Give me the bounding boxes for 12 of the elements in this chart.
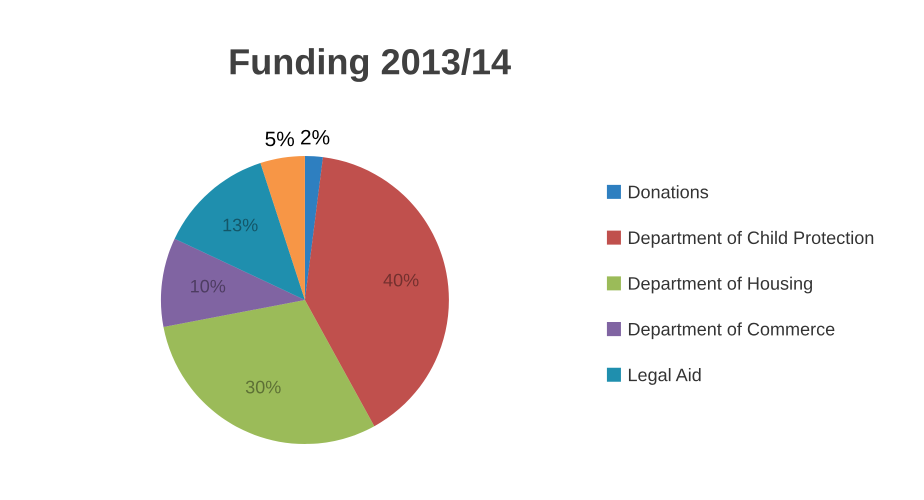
legend-label: Legal Aid — [628, 368, 701, 385]
data-label: 13% — [223, 218, 258, 232]
legend-label: Department of Child Protection — [628, 230, 874, 248]
data-label: 30% — [246, 380, 281, 394]
data-label: 5% — [265, 132, 294, 146]
chart-title: Funding 2013/14 — [230, 48, 511, 82]
legend-label: Department of Commerce — [628, 322, 834, 340]
data-label: 40% — [383, 274, 419, 286]
legend-label: Donations — [628, 185, 708, 198]
data-label: 2% — [301, 130, 330, 145]
legend-label: Department of Housing — [628, 276, 812, 294]
data-label: 10% — [191, 280, 226, 293]
